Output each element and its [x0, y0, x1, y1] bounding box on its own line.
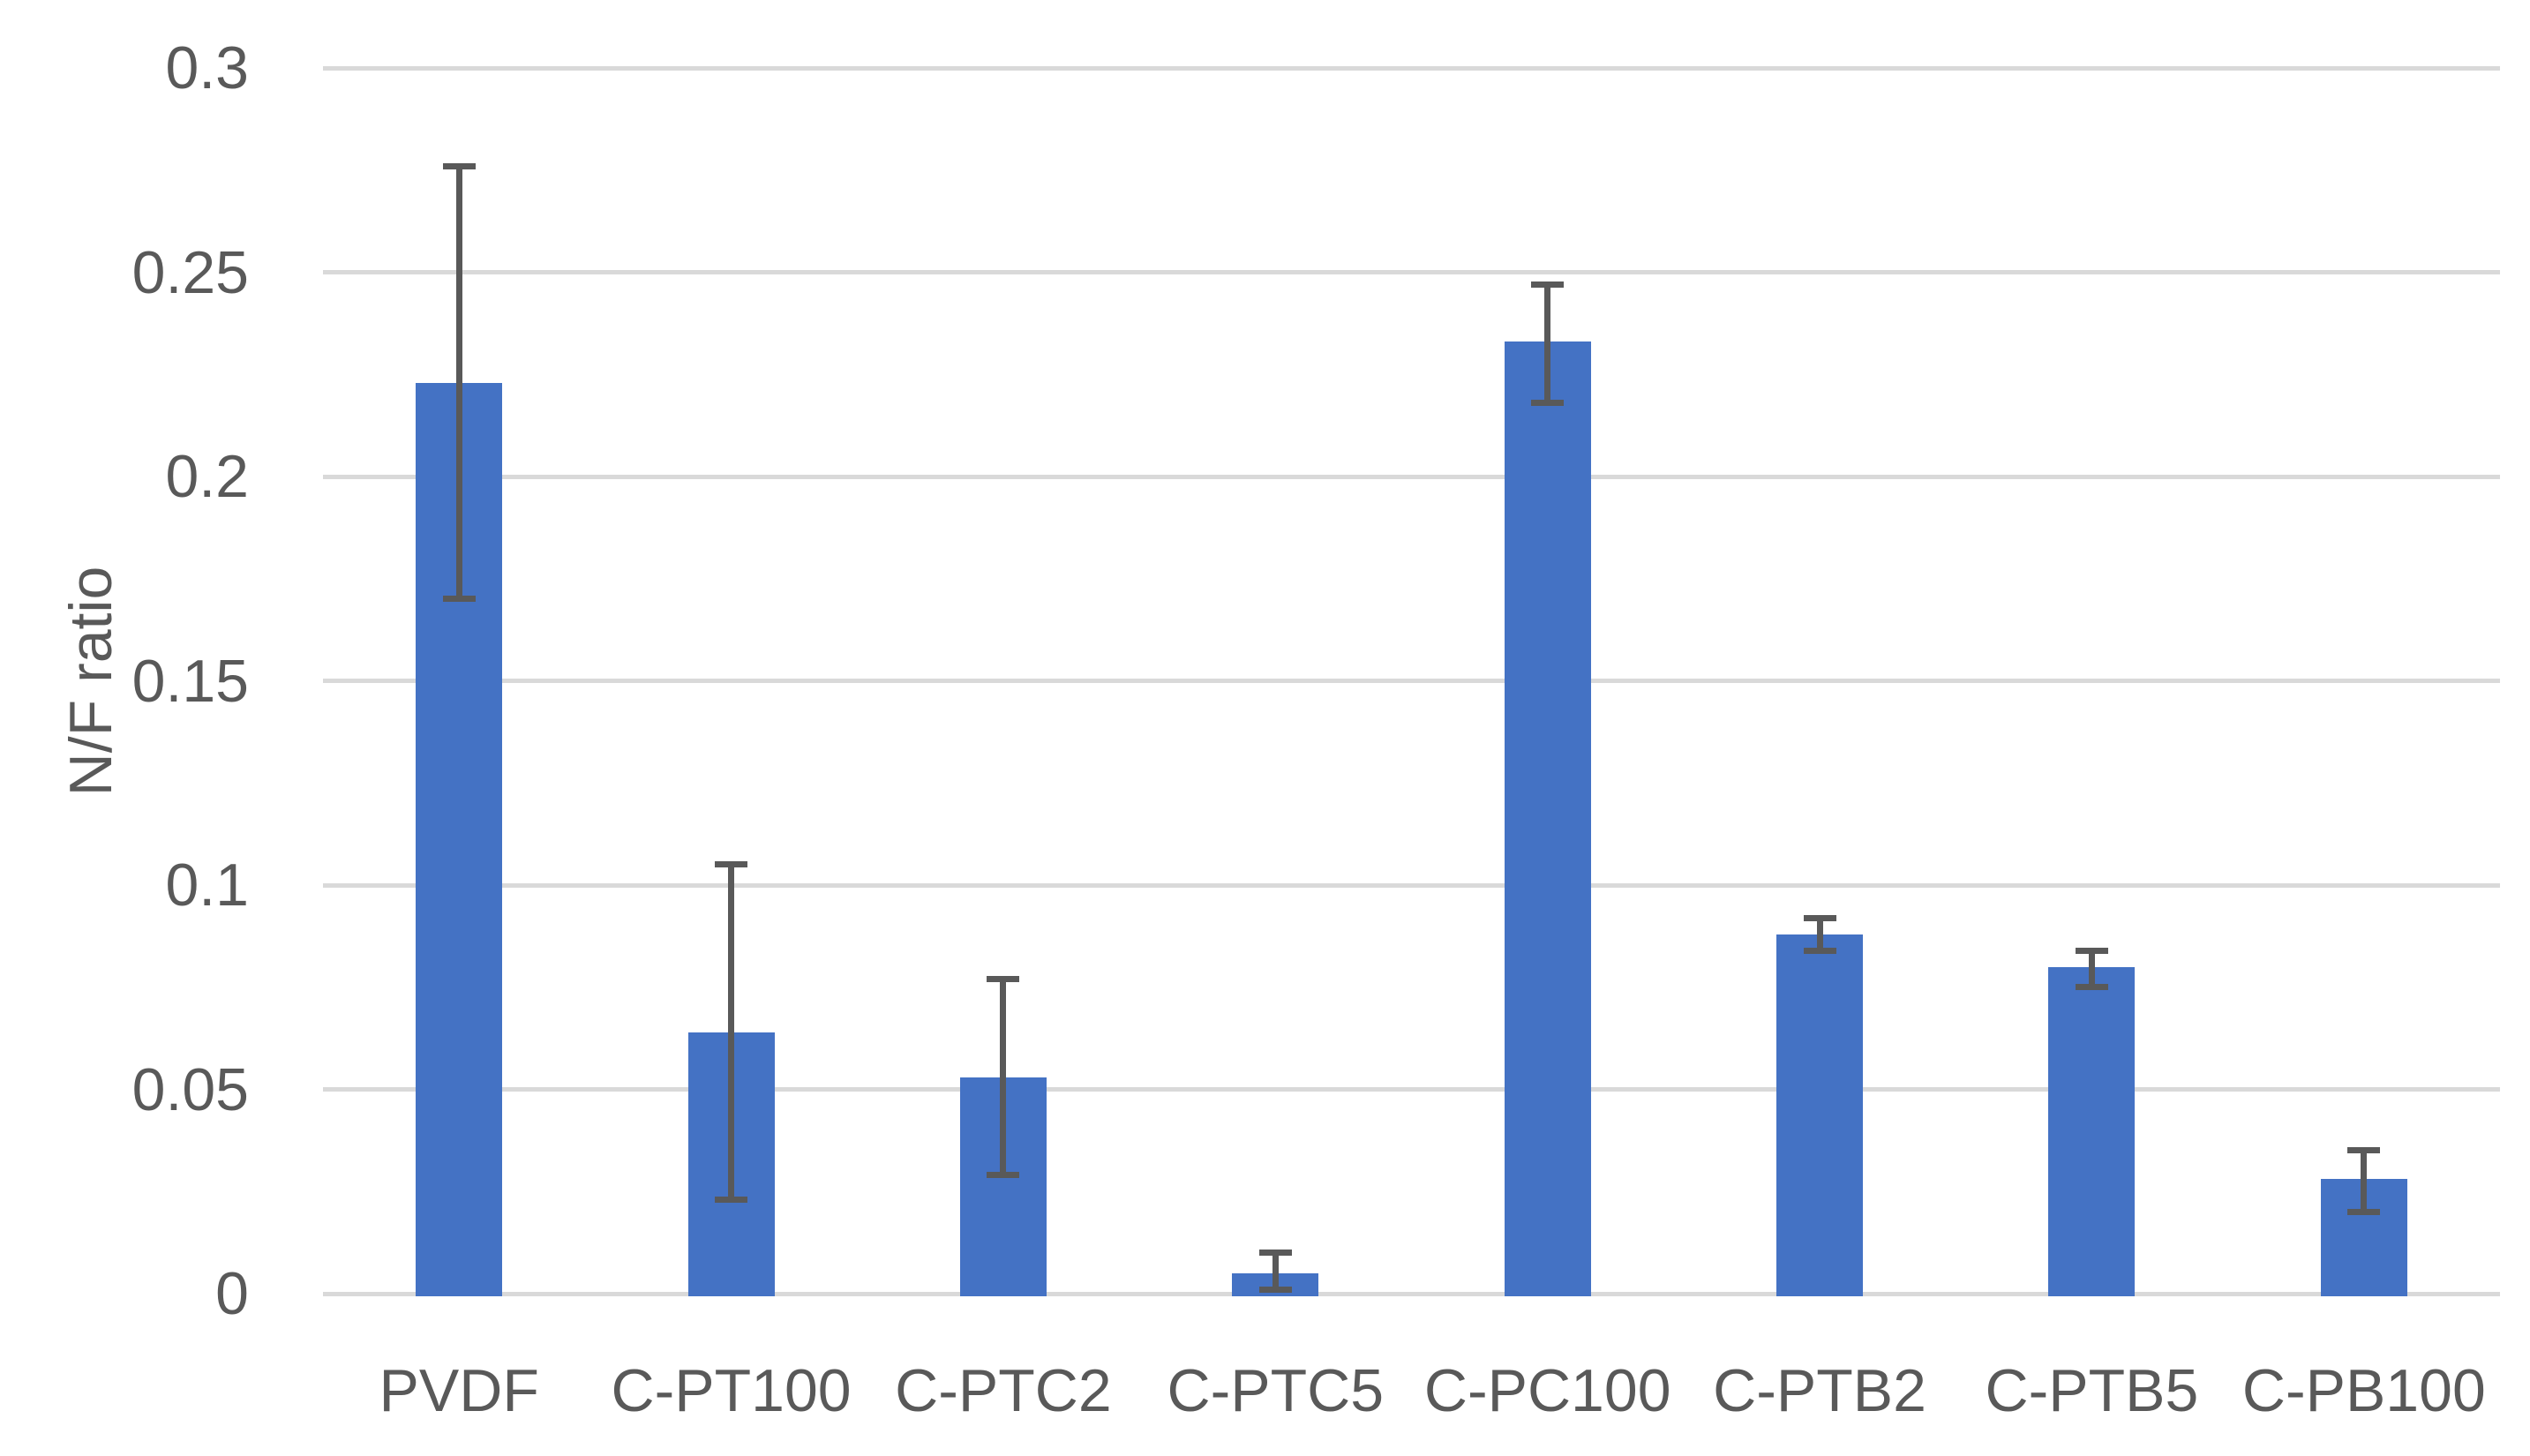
error-bar-bottom-cap [1258, 1286, 1292, 1293]
x-axis-label: C-PTC2 [895, 1357, 1112, 1424]
error-bar-bottom-cap [715, 1197, 748, 1203]
gridline [323, 679, 2500, 683]
error-bar-top-cap [2347, 1147, 2381, 1154]
gridline [323, 474, 2500, 479]
y-axis-tick-label: 0.15 [131, 647, 249, 715]
y-axis-tick-label: 0.25 [131, 238, 249, 306]
gridline [323, 65, 2500, 71]
x-axis-label: C-PTB2 [1713, 1357, 1926, 1424]
gridline [323, 1087, 2500, 1092]
error-bar-line [1544, 284, 1551, 403]
error-bar-top-cap [715, 861, 748, 868]
error-bar-bottom-cap [987, 1172, 1020, 1179]
gridline [323, 882, 2500, 888]
error-bar-top-cap [1258, 1250, 1292, 1257]
error-bar-top-cap [442, 162, 476, 169]
error-bar-bottom-cap [442, 596, 476, 603]
gridline [323, 270, 2500, 274]
error-bar-bottom-cap [1803, 947, 1836, 954]
error-bar-line [2088, 950, 2095, 987]
error-bar-line [728, 864, 735, 1200]
gridline [323, 1291, 2500, 1296]
y-axis-tick-label: 0 [215, 1260, 249, 1327]
error-bar-bottom-cap [2075, 984, 2108, 991]
x-axis-label: C-PB100 [2241, 1357, 2486, 1424]
error-bar-bottom-cap [2347, 1208, 2381, 1215]
x-axis-label: C-PTB5 [1985, 1357, 2199, 1424]
x-axis-label: PVDF [379, 1357, 539, 1424]
error-bar-bottom-cap [1531, 400, 1565, 407]
error-bar-line [1272, 1252, 1279, 1290]
error-bar-top-cap [1531, 281, 1565, 288]
error-bar-line [1816, 918, 1823, 951]
bar [1776, 934, 1864, 1296]
error-bar-top-cap [2075, 947, 2108, 954]
y-axis-tick-label: 0.1 [165, 852, 249, 919]
x-axis-label: C-PC100 [1423, 1357, 1671, 1424]
error-bar-line [455, 166, 462, 599]
bar [1504, 341, 1591, 1296]
y-axis-tick-label: 0.3 [165, 34, 249, 101]
error-bar-top-cap [1803, 914, 1836, 921]
error-bar-line [1000, 979, 1007, 1175]
error-bar-top-cap [987, 975, 1020, 982]
y-axis-tick-label: 0.05 [131, 1055, 249, 1123]
bar [2048, 966, 2136, 1296]
y-axis-tick-label: 0.2 [165, 443, 249, 510]
x-axis-label: C-PTC5 [1167, 1357, 1385, 1424]
error-bar-line [2361, 1150, 2368, 1212]
x-axis-label: C-PT100 [611, 1357, 852, 1424]
